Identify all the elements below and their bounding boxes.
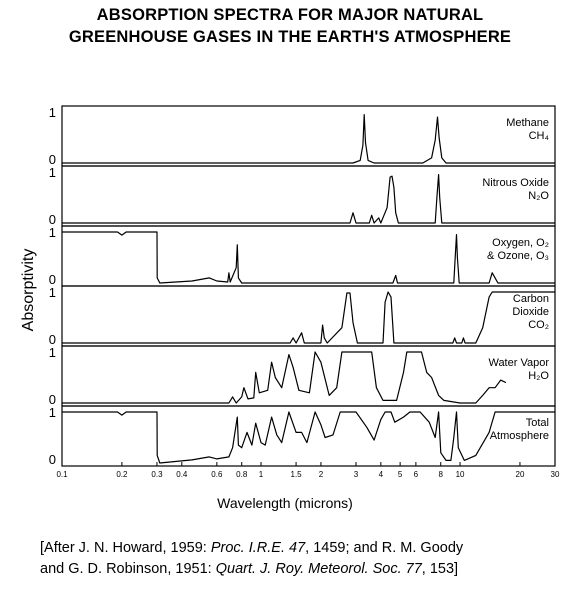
y-tick-label-1: 1 <box>49 165 56 180</box>
citation-text: , 1459; and R. M. Goody <box>305 540 464 556</box>
x-tick-label: 0.8 <box>236 470 248 479</box>
spectrum-line <box>62 411 555 464</box>
y-tick-label-0: 0 <box>49 392 56 407</box>
y-tick-label-1: 1 <box>49 345 56 360</box>
gas-label: CO₂ <box>528 319 549 331</box>
citation-line2: and G. D. Robinson, 1951: Quart. J. Roy.… <box>40 559 458 579</box>
x-tick-label: 0.1 <box>56 470 68 479</box>
panel-frame <box>61 105 556 167</box>
gas-label: Carbon <box>513 293 549 305</box>
x-tick-label: 1 <box>259 470 264 479</box>
x-tick-label: 0.6 <box>211 470 223 479</box>
y-tick-label-0: 0 <box>49 332 56 347</box>
x-tick-label: 30 <box>551 470 560 479</box>
x-tick-label: 0.4 <box>176 470 188 479</box>
citation-line1: [After J. N. Howard, 1959: Proc. I.R.E. … <box>40 538 463 558</box>
y-tick-label-1: 1 <box>49 225 56 240</box>
gas-label: N₂O <box>528 190 549 202</box>
chart-title-line1: ABSORPTION SPECTRA FOR MAJOR NATURAL <box>96 6 484 24</box>
y-tick-label-0: 0 <box>49 452 56 467</box>
x-axis: 0.1 0.2 0.3 0.4 0.6 0.8 1 1.5 2 3 4 5 6 8 10 20 30 <box>56 462 560 479</box>
y-tick-label-0: 0 <box>49 152 56 167</box>
gas-label: Atmosphere <box>490 430 549 442</box>
x-tick-label: 2 <box>319 470 324 479</box>
gas-label: Nitrous Oxide <box>482 177 549 189</box>
citation-journal: Proc. I.R.E. 47 <box>210 540 306 556</box>
citation-text: [After J. N. Howard, 1959: <box>40 540 211 556</box>
y-axis-label: Absorptivity <box>20 249 37 332</box>
panel-frame <box>61 285 556 347</box>
citation-journal: Quart. J. Roy. Meteorol. Soc. 77 <box>215 561 422 577</box>
y-tick-label-1: 1 <box>49 405 56 420</box>
spectrum-line <box>62 351 507 404</box>
gas-label: CH₄ <box>529 130 550 142</box>
citation-text: , 153] <box>421 561 459 577</box>
x-tick-label: 10 <box>456 470 465 479</box>
gas-label: Methane <box>506 117 549 129</box>
x-tick-label: 8 <box>439 470 444 479</box>
spectrum-line <box>62 231 555 284</box>
x-tick-label: 4 <box>379 470 384 479</box>
panel-frame <box>61 165 556 227</box>
x-tick-label: 1.5 <box>291 470 303 479</box>
spectrum-line <box>62 113 555 164</box>
gas-label: Dioxide <box>512 306 549 318</box>
y-tick-label-1: 1 <box>49 105 56 120</box>
panel-frame <box>61 405 556 467</box>
gas-label: H₂O <box>528 370 549 382</box>
chart-title-line2: GREENHOUSE GASES IN THE EARTH'S ATMOSPHE… <box>68 28 512 46</box>
gas-label: Water Vapor <box>488 357 549 369</box>
gas-label: Total <box>526 417 549 429</box>
y-tick-label-1: 1 <box>49 285 56 300</box>
x-tick-label: 5 <box>398 470 403 479</box>
citation-text: and G. D. Robinson, 1951: <box>40 561 216 577</box>
y-tick-label-0: 0 <box>49 272 56 287</box>
x-axis-label: Wavelength (microns) <box>217 495 353 511</box>
y-tick-label-0: 0 <box>49 212 56 227</box>
x-tick-label: 6 <box>414 470 419 479</box>
gas-label: Oxygen, O₂ <box>492 237 549 249</box>
x-tick-label: 0.3 <box>151 470 163 479</box>
spectrum-line <box>62 174 555 224</box>
panel-3: 1 0 Oxygen, O₂& Ozone, O₃ <box>49 225 556 287</box>
x-tick-label: 0.2 <box>116 470 128 479</box>
panel-frame <box>61 225 556 287</box>
spectrum-line <box>62 291 555 344</box>
gas-label: & Ozone, O₃ <box>487 250 549 262</box>
x-tick-label: 3 <box>354 470 359 479</box>
x-tick-label: 20 <box>516 470 525 479</box>
